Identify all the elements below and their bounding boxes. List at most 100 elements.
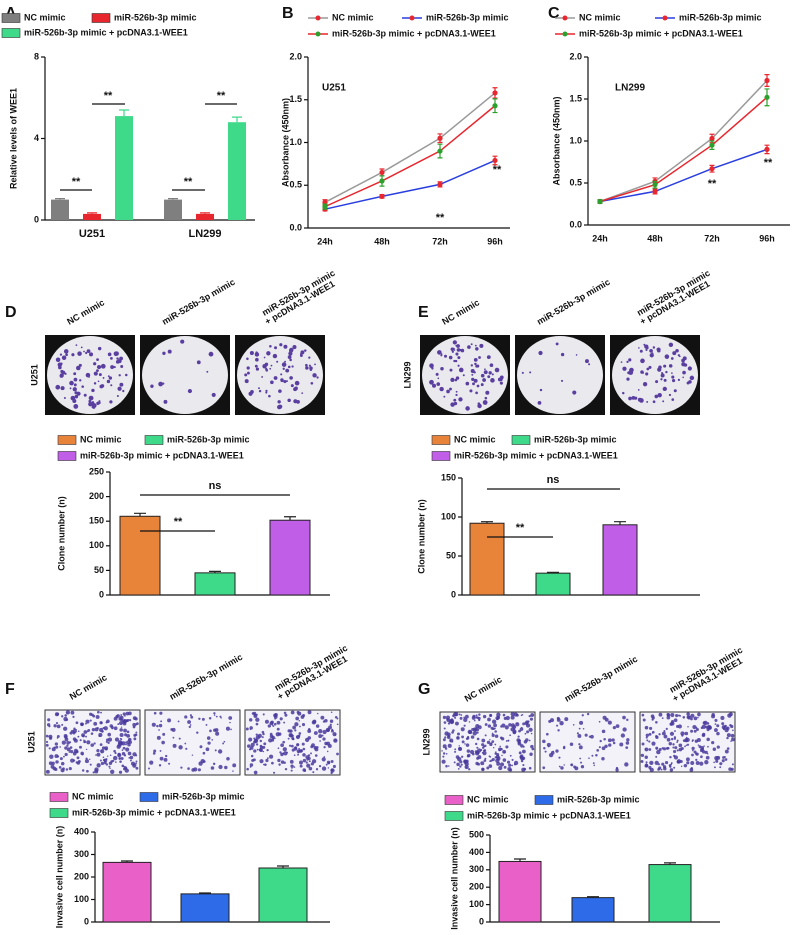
colony xyxy=(488,371,492,375)
legend-label: miR-526b-3p mimic xyxy=(557,794,640,804)
colony xyxy=(96,364,102,370)
cell xyxy=(125,747,130,752)
cell xyxy=(678,747,683,752)
colony xyxy=(280,373,283,376)
colony xyxy=(448,355,453,360)
cell xyxy=(54,742,59,746)
bar xyxy=(571,897,615,923)
cell xyxy=(619,742,624,747)
colony xyxy=(686,381,690,385)
colony xyxy=(88,399,92,403)
cell xyxy=(578,743,581,746)
cell xyxy=(63,726,68,731)
cell xyxy=(189,724,192,726)
cell xyxy=(56,755,60,758)
cell xyxy=(732,729,734,732)
y-tick-label: 8 xyxy=(34,51,39,61)
cell xyxy=(121,741,126,746)
cell xyxy=(674,746,678,750)
cell xyxy=(468,768,471,771)
cell xyxy=(705,755,710,760)
cell xyxy=(509,734,512,737)
cell xyxy=(726,747,730,750)
colony xyxy=(491,373,494,376)
colony xyxy=(555,342,559,346)
cell xyxy=(463,759,468,764)
cell xyxy=(116,744,121,749)
colony xyxy=(486,355,491,360)
cell xyxy=(106,719,110,724)
colony xyxy=(258,389,262,393)
colony xyxy=(663,364,667,368)
cell xyxy=(66,744,69,747)
cell xyxy=(255,722,259,726)
dish xyxy=(517,336,603,414)
cell xyxy=(703,720,708,726)
cell xyxy=(247,744,251,748)
cell xyxy=(676,749,679,752)
y-tick-label: 200 xyxy=(74,871,89,881)
cell xyxy=(475,714,478,717)
cell xyxy=(48,761,53,766)
cell xyxy=(190,715,194,719)
y-tick-label: 1.5 xyxy=(569,93,582,103)
bar xyxy=(498,860,542,923)
cell xyxy=(127,711,132,716)
cell xyxy=(76,756,80,760)
colony xyxy=(470,364,473,367)
cell xyxy=(334,733,337,736)
cell xyxy=(461,735,464,739)
cell xyxy=(674,730,676,732)
cell xyxy=(672,743,675,746)
colony xyxy=(482,400,488,405)
cell xyxy=(45,769,50,774)
x-tick-label: U251 xyxy=(79,228,105,240)
colony xyxy=(288,351,293,356)
cell xyxy=(473,719,476,722)
image-label: NC mimic xyxy=(65,297,106,326)
cell xyxy=(223,740,226,743)
cell xyxy=(456,732,460,736)
colony xyxy=(670,357,674,360)
cell xyxy=(191,768,195,772)
cell xyxy=(714,723,717,725)
micrograph xyxy=(539,711,636,773)
marker xyxy=(764,77,770,84)
cell xyxy=(184,742,187,745)
colony xyxy=(480,383,484,387)
colony xyxy=(482,378,486,382)
significance: ** xyxy=(493,164,502,176)
cell xyxy=(521,726,523,729)
cell xyxy=(117,723,120,726)
cell xyxy=(503,765,507,769)
cell xyxy=(520,744,524,748)
cell xyxy=(114,737,120,742)
colony xyxy=(281,362,287,367)
cell xyxy=(467,753,471,758)
colony xyxy=(279,343,283,347)
cell xyxy=(230,728,232,731)
colony xyxy=(83,393,87,397)
cell xyxy=(447,743,452,748)
cell xyxy=(489,760,492,763)
cell xyxy=(578,727,581,730)
marker xyxy=(709,135,715,142)
cell xyxy=(55,760,59,764)
cell xyxy=(119,760,122,763)
cell xyxy=(63,716,68,722)
cell xyxy=(54,712,59,717)
marker xyxy=(492,103,498,109)
bar xyxy=(115,116,133,220)
colony xyxy=(489,363,494,368)
cell xyxy=(564,717,569,722)
cell xyxy=(72,751,77,756)
cell xyxy=(101,746,106,750)
cell xyxy=(218,764,223,770)
cell xyxy=(115,761,117,763)
dish xyxy=(422,336,508,414)
cell xyxy=(676,739,679,742)
y-tick-label: 200 xyxy=(89,491,104,501)
cell xyxy=(500,737,505,741)
cell xyxy=(560,766,564,770)
cell xyxy=(612,726,616,730)
